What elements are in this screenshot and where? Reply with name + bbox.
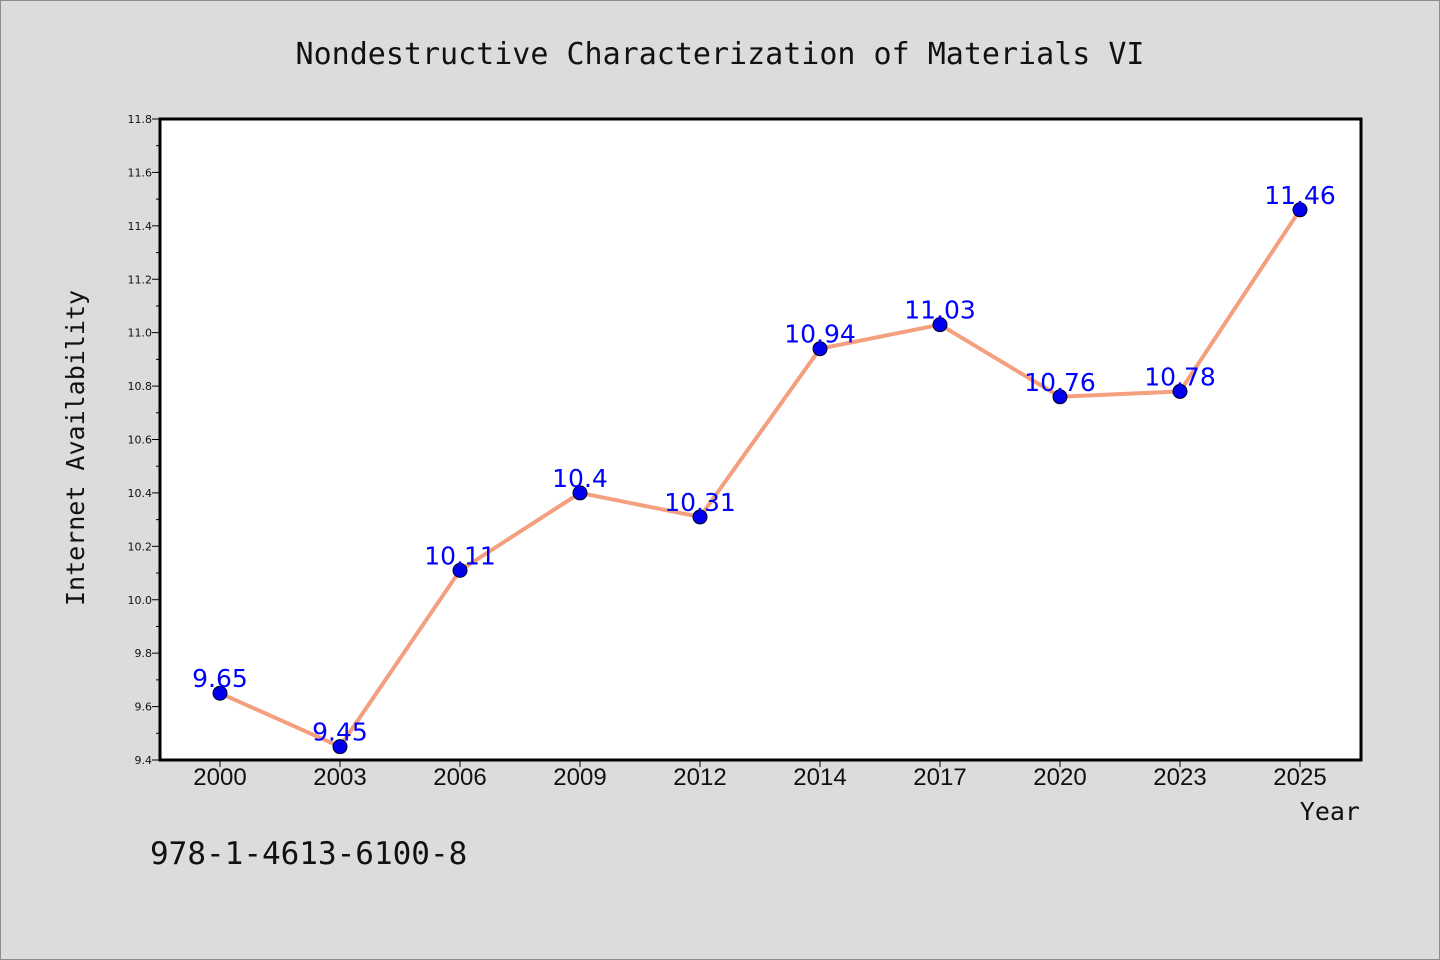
y-tick-label: 11.4 — [128, 220, 153, 233]
y-tick-label: 10.8 — [128, 380, 153, 393]
data-point — [212, 685, 228, 701]
data-point — [452, 562, 468, 578]
y-tick-label: 11.2 — [128, 273, 153, 286]
x-tick-label: 2020 — [1033, 764, 1086, 791]
y-tick-label: 11.6 — [128, 166, 153, 179]
x-tick-label: 2023 — [1153, 764, 1206, 791]
data-point — [692, 509, 708, 525]
x-axis: 2000 2003 2006 2009 2012 2014 2017 2020 2023 2025 — [193, 760, 1327, 791]
data-label: 9.65 — [192, 664, 248, 693]
y-axis: 9.4 9.6 9.8 10.0 10.2 10.4 10.6 10.8 11.0 11.2 11.… — [128, 113, 160, 767]
series-line — [218, 207, 1302, 749]
chart-title: Nondestructive Characterization of Mater… — [296, 37, 1145, 72]
data-point — [572, 485, 588, 501]
data-label: 10.31 — [664, 488, 736, 517]
isbn-text: 978-1-4613-6100-8 — [150, 836, 467, 872]
data-point — [1172, 383, 1188, 399]
data-label: 11.46 — [1264, 181, 1336, 210]
data-label: 10.4 — [552, 464, 608, 493]
x-tick-label: 2006 — [433, 764, 486, 791]
y-tick-label: 11.0 — [128, 327, 153, 340]
data-label-layer: 9.65 9.45 10.11 10.4 10.31 10.94 11.03 10.76 10.… — [192, 181, 1336, 747]
y-tick-label: 10.2 — [128, 540, 153, 553]
data-point — [1052, 389, 1068, 405]
x-tick-label: 2014 — [793, 764, 846, 791]
data-label: 10.76 — [1024, 368, 1096, 397]
x-tick-label: 2000 — [193, 764, 246, 791]
y-axis-title: Internet Availability — [61, 290, 90, 606]
x-tick-label: 2009 — [553, 764, 606, 791]
x-tick-label: 2012 — [673, 764, 726, 791]
y-tick-label: 10.4 — [128, 487, 153, 500]
x-tick-label: 2003 — [313, 764, 366, 791]
y-tick-label: 11.8 — [128, 113, 153, 126]
y-tick-label: 10.6 — [128, 434, 153, 447]
x-tick-label: 2025 — [1273, 764, 1326, 791]
y-tick-label: 9.8 — [135, 647, 153, 660]
plot-area — [158, 117, 1363, 762]
x-axis-title: Year — [1300, 797, 1360, 826]
data-label: 11.03 — [904, 296, 976, 325]
data-label: 10.78 — [1144, 362, 1216, 391]
data-point — [812, 341, 828, 357]
data-label: 9.45 — [312, 718, 368, 747]
data-point — [1292, 202, 1308, 218]
series-layer — [212, 202, 1308, 755]
y-tick-label: 10.0 — [128, 594, 153, 607]
data-point — [332, 739, 348, 755]
y-tick-label: 9.6 — [135, 701, 153, 714]
data-point — [932, 317, 948, 333]
data-label: 10.11 — [424, 541, 496, 570]
x-tick-label: 2017 — [913, 764, 966, 791]
data-label: 10.94 — [784, 320, 856, 349]
y-tick-label: 9.4 — [135, 754, 153, 767]
